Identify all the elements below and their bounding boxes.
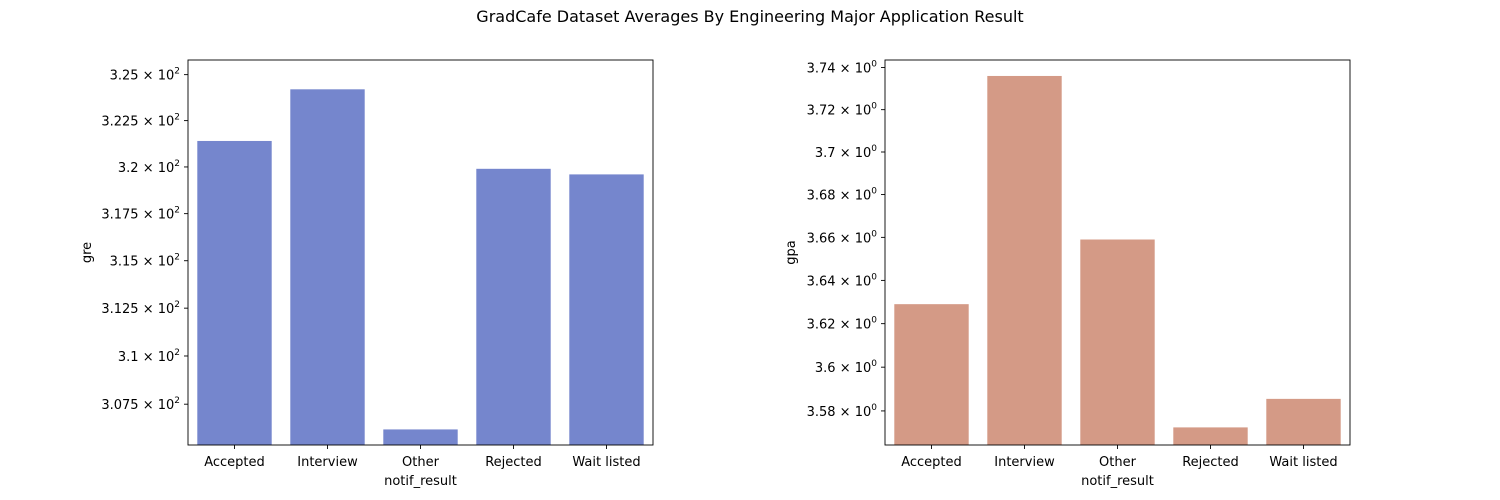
bar-interview (987, 75, 1062, 445)
figure-title: GradCafe Dataset Averages By Engineering… (476, 7, 1024, 26)
y-tick-label: 3.68 × 100 (807, 187, 878, 204)
bar-wait-listed (1266, 398, 1341, 445)
x-tick-label: Other (1099, 455, 1137, 470)
bar-rejected (476, 168, 551, 446)
y-tick-label: 3.175 × 102 (101, 206, 180, 223)
y-axis-label: gre (80, 242, 95, 263)
gpa-bar-chart: Accepted Interview Other Rejected Wait liste… (784, 59, 1351, 489)
x-tick-label: Accepted (901, 455, 962, 470)
y-tick-label: 3.74 × 100 (807, 60, 878, 77)
y-tick-label: 3.62 × 100 (807, 316, 878, 333)
bar-rejected (1173, 427, 1248, 445)
y-tick-label: 3.25 × 102 (110, 67, 180, 84)
y-tick-label: 3.7 × 100 (815, 144, 877, 161)
x-tick-label: Wait listed (1269, 455, 1337, 470)
y-tick-label: 3.64 × 100 (807, 272, 878, 289)
bar-accepted (197, 140, 272, 446)
y-tick-label: 3.58 × 100 (807, 403, 878, 420)
bar-other (1080, 239, 1155, 445)
y-tick-label: 3.66 × 100 (807, 229, 878, 246)
y-tick-label: 3.225 × 102 (101, 113, 180, 130)
x-tick-label: Interview (994, 455, 1055, 470)
gre-bar-chart: Accepted Interview Other Rejected Wait liste… (80, 59, 654, 489)
bar-wait-listed (569, 174, 644, 445)
x-axis-label: notif_result (1081, 474, 1154, 489)
x-axis-label: notif_result (384, 474, 457, 489)
bar-other (383, 429, 458, 445)
y-tick-label: 3.72 × 100 (807, 102, 878, 119)
y-tick-label: 3.6 × 100 (815, 359, 877, 376)
x-tick-label: Other (402, 455, 440, 470)
y-tick-label: 3.2 × 102 (118, 159, 180, 176)
x-tick-label: Interview (297, 455, 358, 470)
x-tick-label: Rejected (485, 455, 542, 470)
y-tick-label: 3.1 × 102 (118, 348, 180, 365)
y-tick-label: 3.075 × 102 (101, 396, 180, 413)
x-tick-label: Rejected (1182, 455, 1239, 470)
x-tick-label: Wait listed (572, 455, 640, 470)
y-tick-label: 3.125 × 102 (101, 300, 180, 317)
bar-interview (290, 89, 365, 445)
y-axis-label: gpa (784, 240, 799, 264)
y-tick-label: 3.15 × 102 (110, 253, 180, 270)
x-tick-label: Accepted (204, 455, 265, 470)
bar-accepted (894, 304, 969, 445)
